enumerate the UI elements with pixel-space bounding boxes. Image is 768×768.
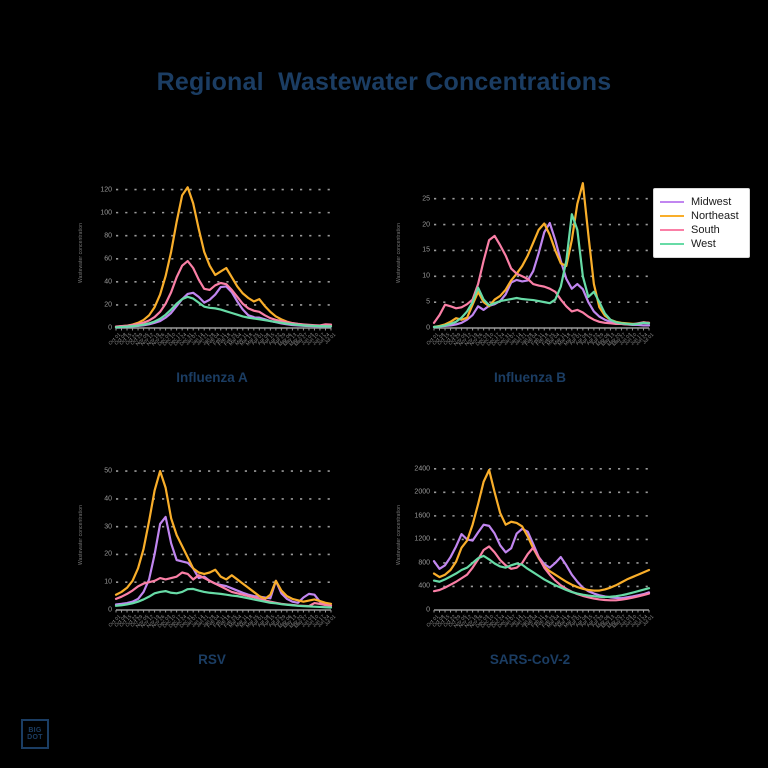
legend-swatch-icon xyxy=(660,229,684,231)
y-tick-label: 25 xyxy=(422,195,430,203)
y-tick-label: 10 xyxy=(104,578,112,586)
y-tick-label: 1200 xyxy=(414,535,430,543)
y-tick-label: 15 xyxy=(422,246,430,254)
y-tick-label: 0 xyxy=(426,606,430,614)
plot-area xyxy=(114,470,333,613)
y-tick-label: 40 xyxy=(104,278,112,286)
y-axis-label: Wastewater concentration xyxy=(396,504,402,566)
legend-item-label: Northeast xyxy=(691,210,739,222)
y-tick-label: 0 xyxy=(108,606,112,614)
panel-influenza-a: Influenza A 0 20 40 60 80 100 120 Wastewater co… xyxy=(72,170,352,390)
plot-rsv xyxy=(114,460,333,613)
legend-item-label: West xyxy=(691,238,716,250)
logo-line-2: DOT xyxy=(27,734,43,741)
series-line-south xyxy=(432,545,651,602)
series-line-west xyxy=(114,587,333,609)
panel-title-sars-cov-2: SARS-CoV-2 xyxy=(489,652,571,667)
plot-influenza-b xyxy=(432,178,651,331)
y-tick-label: 120 xyxy=(100,186,112,194)
series-line-midwest xyxy=(114,515,333,607)
series-line-west xyxy=(114,295,333,329)
brand-logo: BIG DOT xyxy=(21,719,49,749)
y-tick-label: 800 xyxy=(418,559,430,567)
plot-area xyxy=(114,186,333,331)
y-tick-label: 2000 xyxy=(414,488,430,496)
y-tick-label: 2400 xyxy=(414,465,430,473)
y-tick-label: 100 xyxy=(100,209,112,217)
y-tick-label: 0 xyxy=(108,324,112,332)
panel-sars-cov-2: SARS-CoV-2 0 400 800 1200 1600 2000 2400 Wastew… xyxy=(390,452,670,672)
legend-item-midwest[interactable]: Midwest xyxy=(660,195,743,209)
y-tick-label: 10 xyxy=(422,272,430,280)
legend-swatch-icon xyxy=(660,201,684,203)
y-tick-label: 20 xyxy=(104,301,112,309)
y-tick-label: 400 xyxy=(418,582,430,590)
legend-swatch-icon xyxy=(660,243,684,245)
series-line-west xyxy=(432,213,651,329)
plot-area xyxy=(432,468,651,613)
series-line-south xyxy=(432,234,651,326)
plot-area xyxy=(432,182,651,331)
panel-influenza-b: Influenza B 0 5 10 15 20 25 Wastewater concent… xyxy=(390,170,670,390)
plot-sars-cov-2 xyxy=(432,460,651,613)
legend-swatch-icon xyxy=(660,215,684,217)
y-tick-label: 1600 xyxy=(414,512,430,520)
y-axis-label: Wastewater concentration xyxy=(396,222,402,284)
y-axis-label: Wastewater concentration xyxy=(78,222,84,284)
legend-item-label: Midwest xyxy=(691,196,732,208)
series-line-northeast xyxy=(114,186,333,328)
y-tick-label: 30 xyxy=(104,523,112,531)
series-line-northeast xyxy=(114,470,333,605)
y-tick-label: 80 xyxy=(104,232,112,240)
y-tick-label: 5 xyxy=(426,298,430,306)
series-line-west xyxy=(432,554,651,599)
legend-item-northeast[interactable]: Northeast xyxy=(660,209,743,223)
y-tick-label: 60 xyxy=(104,255,112,263)
y-axis-label: Wastewater concentration xyxy=(78,504,84,566)
y-tick-label: 0 xyxy=(426,324,430,332)
legend: Midwest Northeast South West xyxy=(653,188,750,258)
figure-title: Regional Wastewater Concentrations xyxy=(156,68,612,96)
logo-line-1: BIG xyxy=(28,727,42,734)
y-tick-label: 40 xyxy=(104,495,112,503)
panel-title-rsv: RSV xyxy=(198,652,226,667)
y-tick-label: 20 xyxy=(104,550,112,558)
panel-title-influenza-a: Influenza A xyxy=(176,370,248,385)
series-line-northeast xyxy=(432,468,651,592)
panel-rsv: RSV 0 10 20 30 40 50 Wastewater concentration O… xyxy=(72,452,352,672)
y-tick-label: 50 xyxy=(104,467,112,475)
legend-item-label: South xyxy=(691,224,720,236)
plot-influenza-a xyxy=(114,178,333,331)
legend-item-south[interactable]: South xyxy=(660,223,743,237)
panel-title-influenza-b: Influenza B xyxy=(493,370,566,385)
legend-item-west[interactable]: West xyxy=(660,237,743,251)
y-tick-label: 20 xyxy=(422,221,430,229)
